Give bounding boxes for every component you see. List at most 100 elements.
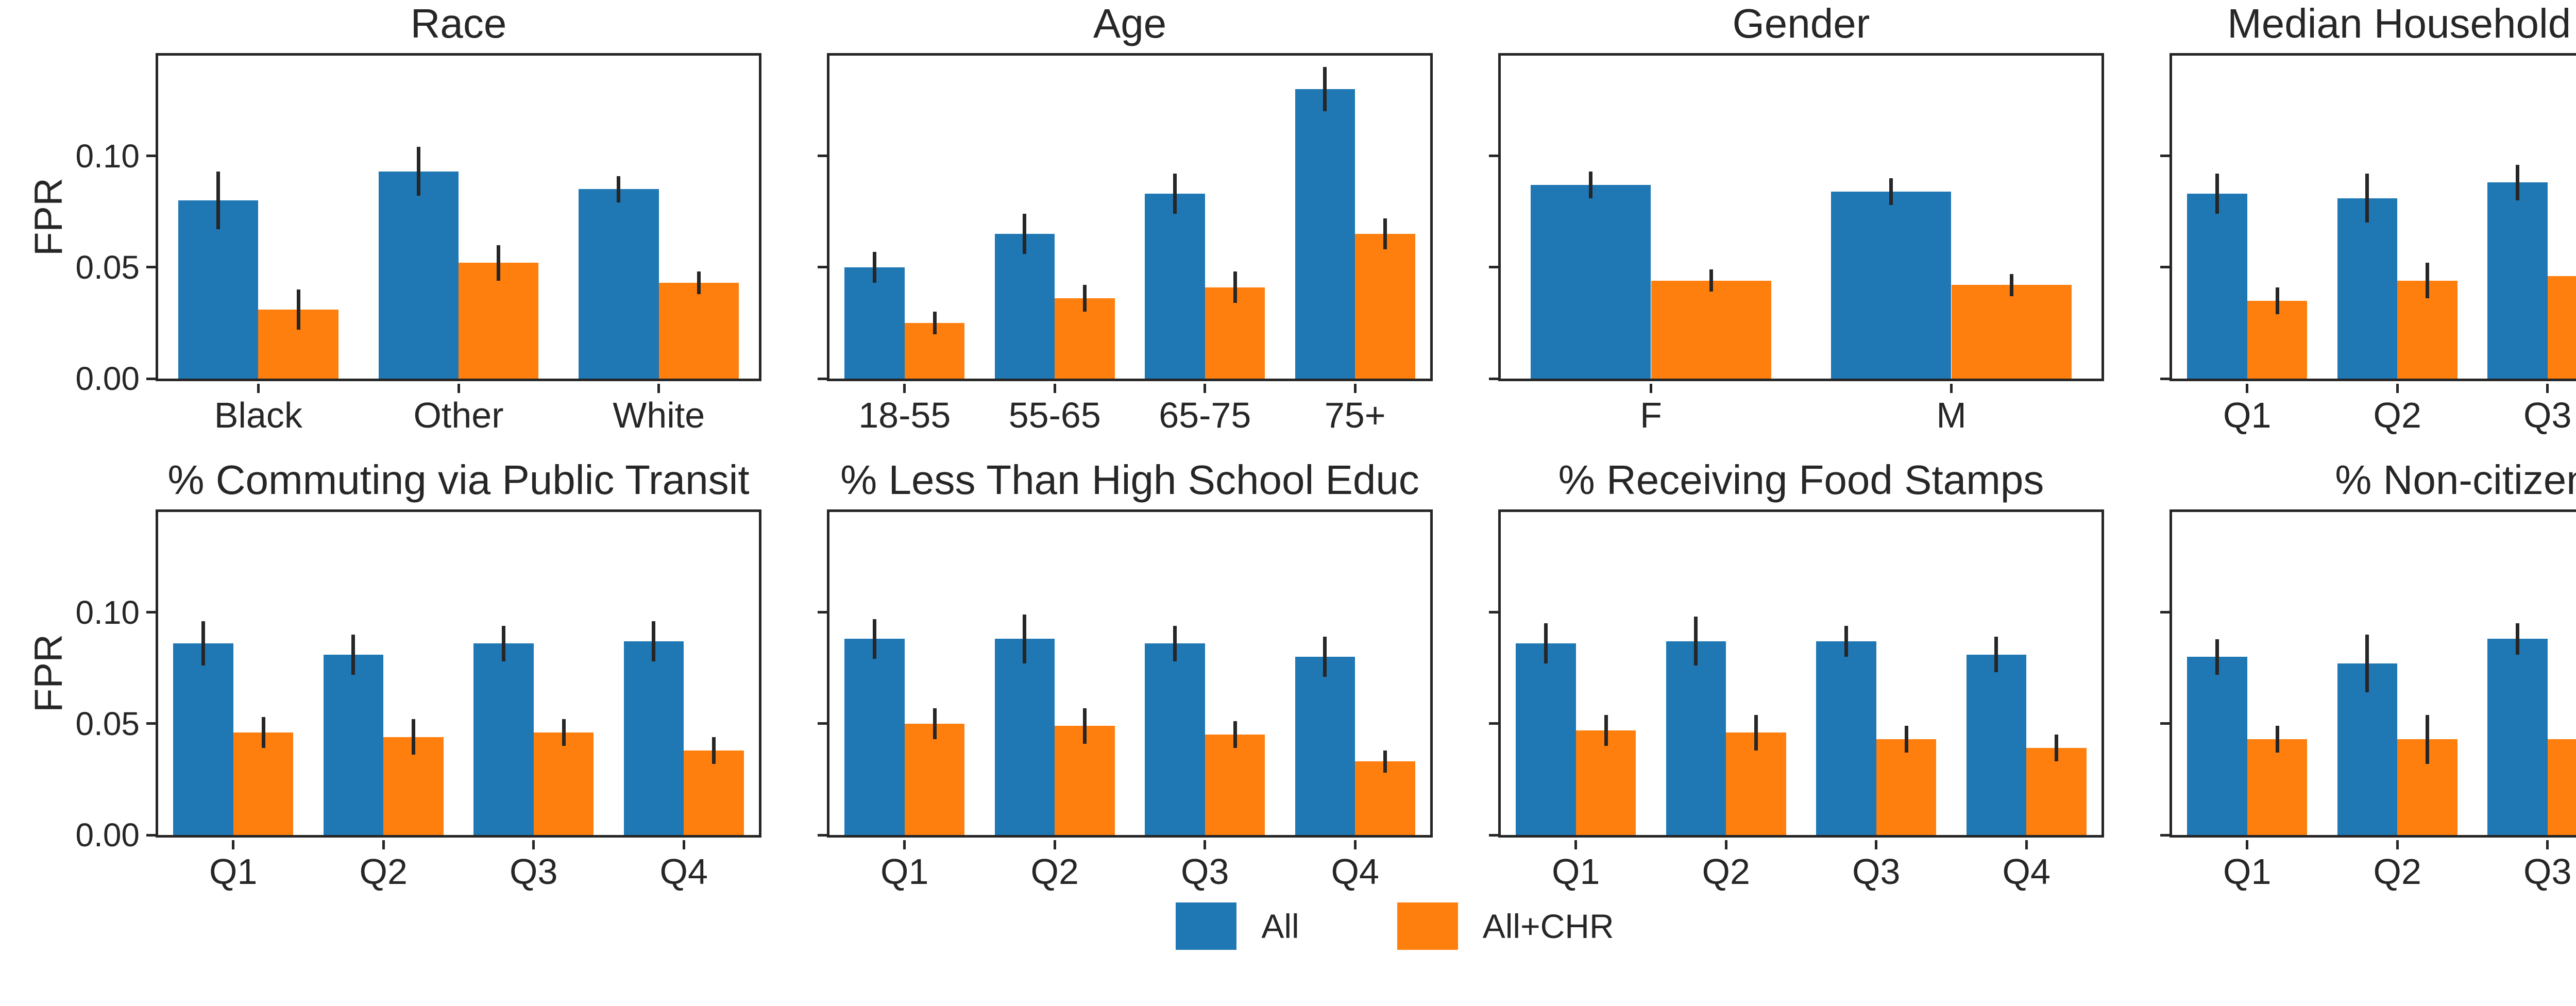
errorbar-all-chr-q1: [2275, 287, 2279, 314]
x-tick-label-q2: Q2: [1030, 851, 1079, 892]
bar-all-chr-q2: [1055, 726, 1115, 835]
x-tick-label-q2: Q2: [1702, 851, 1750, 892]
y-tick-mark: [818, 377, 827, 380]
x-tick-mark: [2246, 840, 2249, 849]
errorbar-all-q1: [201, 621, 205, 666]
bar-all-chr-q1: [233, 732, 294, 835]
errorbar-all-q3: [2515, 623, 2519, 655]
y-tick-mark: [1489, 377, 1498, 380]
errorbar-all-chr-black: [296, 289, 300, 330]
x-tick-mark: [903, 840, 906, 849]
bar-all-other: [378, 171, 459, 379]
errorbar-all-white: [617, 176, 621, 203]
y-tick-label: 0.05: [75, 705, 140, 742]
errorbar-all-chr-white: [697, 271, 701, 294]
x-tick-mark: [2396, 384, 2399, 393]
x-tick-mark: [232, 840, 235, 849]
subplot-commuting-via-public-transit-axes: % Commuting via Public Transit 0.00 0.05 0.…: [75, 459, 761, 890]
x-tick-mark: [1053, 384, 1056, 393]
bar-all-chr-q4: [1355, 761, 1415, 835]
x-tick-label-q1: Q1: [2223, 851, 2272, 892]
x-tick-mark: [257, 384, 260, 393]
errorbar-all-chr-q2: [2426, 714, 2430, 764]
errorbar-all-chr-q3: [562, 719, 566, 746]
errorbar-all-q4: [1994, 637, 1998, 673]
errorbar-all-q4: [1323, 637, 1327, 677]
bar-all-q2: [323, 654, 384, 835]
bar-all-white: [579, 189, 659, 379]
errorbar-all-65-75: [1173, 174, 1177, 214]
legend-label-all: All: [1261, 907, 1299, 945]
y-tick-mark: [2160, 155, 2170, 158]
legend-swatch-all-chr: [1397, 902, 1458, 950]
errorbar-all-chr-q2: [412, 719, 416, 755]
x-tick-label-65-75: 65-75: [1159, 395, 1251, 435]
x-tick-label-q1: Q1: [880, 851, 929, 892]
x-tick-label-18-55: 18-55: [858, 395, 951, 435]
errorbar-all-q1: [1544, 623, 1548, 664]
errorbar-all-chr-m: [2009, 274, 2013, 297]
subplot-title-age: Age: [1093, 1, 1167, 46]
y-tick-mark: [2160, 722, 2170, 725]
legend: All All+CHR: [0, 902, 2576, 950]
bar-all-black: [178, 200, 259, 379]
bar-all-q1: [2187, 657, 2247, 835]
errorbar-all-chr-q1: [1604, 714, 1608, 746]
bar-all-chr-f: [1651, 280, 1771, 379]
x-tick-label-q1: Q1: [209, 851, 258, 892]
subplot-title-less-than-high-school-educ: % Less Than High School Educ: [840, 457, 1419, 503]
x-tick-mark: [1353, 384, 1357, 393]
x-tick-label-q4: Q4: [2002, 851, 2050, 892]
x-tick-label-q3: Q3: [2523, 851, 2572, 892]
errorbar-all-chr-q2: [2426, 263, 2430, 299]
bar-all-q1: [844, 639, 905, 835]
x-tick-label-q4: Q4: [1331, 851, 1379, 892]
y-tick-mark: [2160, 266, 2170, 269]
x-tick-label-q2: Q2: [2373, 851, 2421, 892]
errorbar-all-chr-q1: [933, 708, 937, 740]
errorbar-all-chr-q3: [1904, 726, 1908, 753]
x-tick-mark: [1053, 840, 1056, 849]
errorbar-all-chr-q4: [1383, 750, 1387, 773]
errorbar-all-f: [1589, 171, 1593, 198]
x-tick-mark: [1875, 840, 1878, 849]
x-tick-mark: [903, 384, 906, 393]
bar-all-q3: [1145, 643, 1205, 835]
errorbar-all-chr-18-55: [933, 312, 937, 334]
x-tick-label-q2: Q2: [2373, 395, 2421, 435]
bar-all-chr-white: [658, 283, 739, 379]
x-tick-label-q3: Q3: [2523, 395, 2572, 435]
bar-all-q3: [1816, 641, 1876, 835]
y-tick-mark: [818, 833, 827, 837]
bar-all-chr-75: [1355, 233, 1415, 379]
bar-all-55-65: [994, 233, 1055, 379]
y-tick-mark: [818, 155, 827, 158]
bar-all-chr-q3: [1205, 735, 1265, 835]
bar-all-65-75: [1145, 194, 1205, 379]
bar-all-q3: [2487, 639, 2548, 835]
subplot-race-axes: Race 0.00 0.05 0.10 Black Other White: [75, 3, 761, 433]
bar-all-q4: [1295, 657, 1355, 835]
errorbar-all-other: [416, 147, 420, 196]
errorbar-all-chr-q3: [1233, 721, 1237, 748]
y-tick-label: 0.05: [75, 248, 140, 286]
y-tick-mark: [2160, 377, 2170, 380]
x-tick-mark: [657, 384, 660, 393]
subplot-title-gender: Gender: [1732, 1, 1870, 46]
errorbar-all-chr-q1: [2275, 726, 2279, 753]
bar-all-chr-q4: [684, 750, 744, 835]
y-tick-mark: [1489, 611, 1498, 614]
x-tick-mark: [532, 840, 535, 849]
subplot-title-median-household-income: Median Household Income: [2227, 1, 2576, 46]
bar-all-chr-55-65: [1055, 298, 1115, 379]
bar-all-75: [1295, 89, 1355, 379]
bar-all-chr-q1: [2247, 739, 2308, 835]
subplot-median-household-income-axes: Median Household IncomeQ1Q2Q3Q4: [2160, 3, 2576, 433]
x-tick-mark: [2546, 840, 2549, 849]
errorbar-all-q3: [1844, 625, 1848, 657]
bar-all-18-55: [844, 267, 905, 379]
errorbar-all-q3: [2515, 164, 2519, 201]
errorbar-all-q2: [2365, 634, 2369, 693]
y-tick-mark: [1489, 266, 1498, 269]
errorbar-all-q3: [1173, 625, 1177, 661]
